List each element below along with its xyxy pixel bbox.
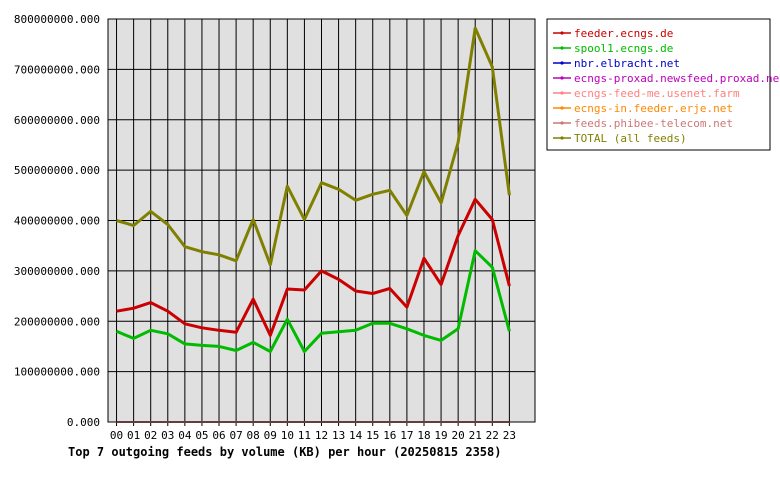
x-tick-label: 10 <box>281 429 294 442</box>
x-tick-label: 00 <box>110 429 123 442</box>
legend-marker <box>560 46 564 50</box>
legend-box <box>546 18 771 151</box>
x-tick-label: 20 <box>452 429 465 442</box>
series-line-7 <box>116 26 511 267</box>
y-tick-label: 0.000 <box>67 416 100 429</box>
x-tick-label: 12 <box>315 429 328 442</box>
legend-entry: TOTAL (all feeds) <box>553 132 687 145</box>
x-tick-label: 07 <box>229 429 242 442</box>
legend-entry: ecngs-proxad.newsfeed.proxad.net <box>553 72 780 85</box>
x-tick-label: 06 <box>212 429 225 442</box>
x-tick-label: 09 <box>264 429 277 442</box>
y-tick-label: 100000000.000 <box>14 366 100 379</box>
legend-label: spool1.ecngs.de <box>574 42 673 55</box>
x-tick-label: 02 <box>144 429 157 442</box>
legend-label: nbr.elbracht.net <box>574 57 680 70</box>
legend-entry: feeds.phibee-telecom.net <box>553 117 733 130</box>
x-tick-label: 23 <box>503 429 516 442</box>
legend-entry: ecngs-feed-me.usenet.farm <box>553 87 740 100</box>
legend: feeder.ecngs.de spool1.ecngs.de nbr.elbrac… <box>546 18 780 151</box>
x-tick-label: 18 <box>417 429 430 442</box>
series-line-1 <box>115 249 511 353</box>
legend-label: ecngs-in.feeder.erje.net <box>574 102 733 115</box>
legend-marker <box>560 31 564 35</box>
y-tick-label: 300000000.000 <box>14 265 100 278</box>
legend-marker <box>560 106 564 110</box>
y-tick-label: 800000000.000 <box>14 13 100 26</box>
legend-marker <box>560 76 564 80</box>
plot-frame <box>107 18 536 423</box>
x-tick-label: 11 <box>298 429 311 442</box>
legend-marker <box>560 61 564 65</box>
x-tick-label: 15 <box>366 429 379 442</box>
y-tick-label: 600000000.000 <box>14 114 100 127</box>
legend-label: feeder.ecngs.de <box>574 27 673 40</box>
x-tick-label: 19 <box>434 429 447 442</box>
x-tick-label: 14 <box>349 429 363 442</box>
legend-entry: feeder.ecngs.de <box>553 27 673 40</box>
legend-entry: spool1.ecngs.de <box>553 42 673 55</box>
x-tick-label: 05 <box>195 429 208 442</box>
legend-entry: nbr.elbracht.net <box>553 57 680 70</box>
tick-labels: 0.000 100000000.000 200000000.000 300000000… <box>14 13 516 442</box>
y-tick-label: 400000000.000 <box>14 215 100 228</box>
legend-label: feeds.phibee-telecom.net <box>574 117 733 130</box>
legend-label: ecngs-feed-me.usenet.farm <box>574 87 740 100</box>
x-tick-label: 21 <box>469 429 482 442</box>
x-tick-label: 08 <box>247 429 260 442</box>
x-tick-label: 01 <box>127 429 140 442</box>
x-tick-label: 22 <box>486 429 499 442</box>
legend-marker <box>560 91 564 95</box>
legend-marker <box>560 136 564 140</box>
x-tick-label: 17 <box>400 429 413 442</box>
x-tick-label: 16 <box>383 429 396 442</box>
series-line-0 <box>116 197 511 337</box>
chart-title: Top 7 outgoing feeds by volume (KB) per … <box>68 445 501 459</box>
x-tick-label: 13 <box>332 429 345 442</box>
legend-label: TOTAL (all feeds) <box>574 132 687 145</box>
y-tick-label: 200000000.000 <box>14 315 100 328</box>
legend-label: ecngs-proxad.newsfeed.proxad.net <box>574 72 780 85</box>
y-tick-label: 500000000.000 <box>14 164 100 177</box>
x-tick-label: 04 <box>178 429 192 442</box>
grid <box>108 19 535 426</box>
y-tick-label: 700000000.000 <box>14 63 100 76</box>
x-tick-label: 03 <box>161 429 174 442</box>
legend-entry: ecngs-in.feeder.erje.net <box>553 102 733 115</box>
legend-marker <box>560 121 564 125</box>
